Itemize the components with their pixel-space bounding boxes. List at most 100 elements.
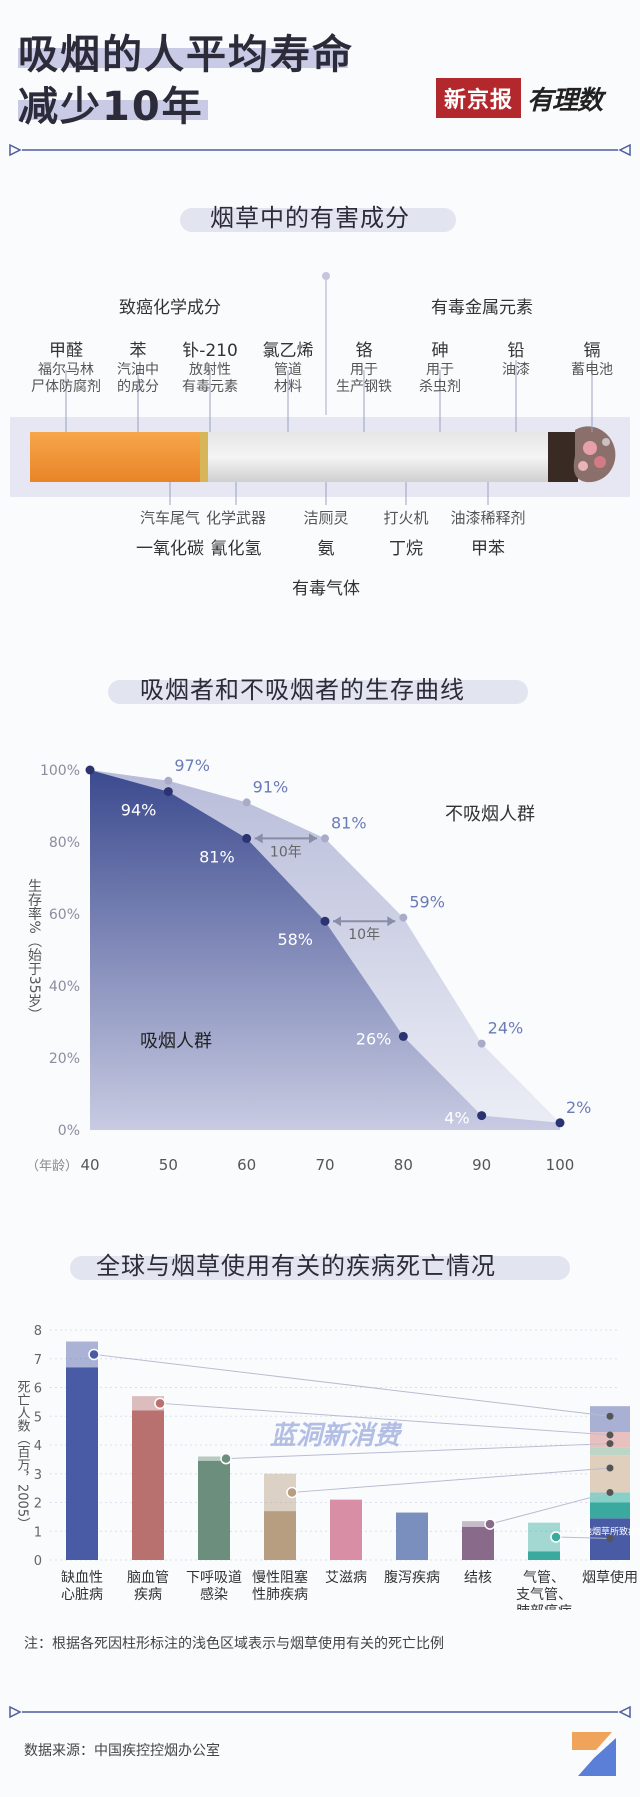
harmful-item-name: 氯乙烯 xyxy=(262,341,314,361)
y-tick-label: 60% xyxy=(49,907,80,923)
gap-label: 10年 xyxy=(348,927,380,943)
nonsmoker-label: 24% xyxy=(488,1019,524,1038)
section1-title: 烟草中的有害成分 xyxy=(210,204,410,232)
nonsmoker-point xyxy=(321,834,329,843)
gas-item-desc: 洁厕灵 xyxy=(303,509,349,527)
category-label: 缺血性 xyxy=(61,1570,103,1586)
harmful-item-name: 钋-210 xyxy=(182,341,238,361)
page-title-line1: 吸烟的人平均寿命 xyxy=(18,32,354,78)
nonsmoker-point xyxy=(399,913,408,922)
smoker-name: 吸烟人群 xyxy=(140,1031,212,1052)
connector-line xyxy=(159,1402,611,1436)
bar-base xyxy=(462,1526,494,1560)
connector-dot xyxy=(286,1486,298,1499)
chart-note: 注：根据各死因柱形标注的浅色区域表示与烟草使用有关的死亡比例 xyxy=(24,1636,444,1652)
category-label: 气管、 xyxy=(523,1570,565,1586)
x-tick-label: 100 xyxy=(546,1156,575,1174)
connector-line xyxy=(225,1443,611,1460)
publisher-logo: 新京报 有理数 xyxy=(436,76,622,120)
nonsmoker-point xyxy=(242,798,251,807)
y-tick-label: 20% xyxy=(49,1051,80,1067)
bar-base xyxy=(198,1460,230,1560)
logo-script: 有理数 xyxy=(527,85,603,116)
connector-end xyxy=(606,1431,614,1439)
stack-segment xyxy=(590,1455,630,1493)
y-tick-label: 80% xyxy=(49,835,80,851)
smoker-point xyxy=(320,916,330,926)
connector-line xyxy=(555,1536,611,1539)
brand-z-icon xyxy=(572,1732,616,1776)
gap-arrow-head xyxy=(333,916,341,927)
connector-end xyxy=(606,1440,614,1448)
survival-chart: 0% 20% 40% 60% 80% 100% 生存率%（始于35岁） 40 50 60 70 80 9… xyxy=(26,756,591,1174)
nonsmoker-point xyxy=(164,776,173,785)
category-label: 腹泻疾病 xyxy=(384,1569,440,1586)
gap-arrow-head xyxy=(387,916,396,927)
category-label: 感染 xyxy=(200,1586,228,1603)
y-tick-label: 6 xyxy=(34,1382,42,1397)
harmful-item-name: 铬 xyxy=(355,341,373,361)
y-tick-label: 3 xyxy=(34,1468,42,1483)
category-label: 心脏病 xyxy=(61,1587,103,1603)
gap-arrow-head xyxy=(309,833,317,844)
bottom-rule xyxy=(9,1705,631,1719)
harmful-item-name: 镉 xyxy=(583,341,601,361)
title-highlight-1 xyxy=(18,48,348,68)
gases-label: 有毒气体 xyxy=(292,579,360,599)
logo-brand: 新京报 xyxy=(436,78,522,118)
harmful-item-desc: 管道 材料 xyxy=(274,362,302,395)
category-label: 疾病 xyxy=(134,1587,162,1603)
gas-item-desc: 油漆稀释剂 xyxy=(450,509,526,527)
section1-title-bg xyxy=(180,208,456,232)
category-label: 艾滋病 xyxy=(325,1570,367,1586)
nonsmoker-label: 59% xyxy=(409,893,445,912)
smoker-area xyxy=(90,770,560,1130)
gap-label: 10年 xyxy=(270,844,302,860)
connector-dot xyxy=(550,1531,562,1543)
harmful-item-name: 砷 xyxy=(431,341,449,361)
gas-item-name: 一氧化碳 xyxy=(136,539,204,559)
category-label: 下呼吸道 xyxy=(186,1570,242,1586)
connector-dot xyxy=(220,1452,232,1465)
x-tick-label: 50 xyxy=(159,1156,178,1174)
section3-title: 全球与烟草使用有关的疾病死亡情况 xyxy=(96,1252,496,1280)
bar-base xyxy=(264,1511,296,1560)
smoker-point xyxy=(398,1031,408,1041)
connector-line xyxy=(93,1353,611,1417)
connector-line xyxy=(489,1491,611,1525)
bar-tobacco xyxy=(198,1456,230,1461)
y-tick-label: 2 xyxy=(34,1497,42,1512)
bar-base xyxy=(132,1410,164,1560)
bar-base xyxy=(528,1551,560,1560)
carcinogens-label: 致癌化学成分 xyxy=(119,298,221,318)
nonsmoker-name: 不吸烟人群 xyxy=(445,804,535,825)
gas-item-name: 丁烷 xyxy=(389,539,423,559)
metals-label: 有毒金属元素 xyxy=(431,298,533,318)
gas-item-name: 甲苯 xyxy=(471,539,505,559)
smoker-point xyxy=(163,787,173,797)
gas-item-desc: 化学武器 xyxy=(205,509,266,527)
y-tick-label: 0% xyxy=(58,1123,80,1139)
x-tick-label: 40 xyxy=(80,1156,99,1174)
harmful-item-desc: 用于 杀虫剂 xyxy=(419,362,461,395)
top-rule xyxy=(9,143,631,157)
connector-dot xyxy=(154,1397,166,1410)
x-axis-label: （年龄） xyxy=(26,1159,78,1174)
category-label: 结核 xyxy=(464,1570,492,1586)
cigarette-diagram xyxy=(10,272,630,505)
y-tick-label: 4 xyxy=(34,1439,42,1454)
gap-arrow-head xyxy=(254,833,263,844)
harmful-item-desc: 油漆 xyxy=(502,362,530,378)
connector-end xyxy=(606,1534,614,1542)
smoker-point xyxy=(242,833,252,843)
connector-end xyxy=(606,1412,614,1420)
nonsmoker-label: 81% xyxy=(331,813,367,832)
category-label: 肺部癌症 xyxy=(516,1604,572,1610)
category-label: 支气管、 xyxy=(516,1587,572,1603)
stack-segment-label: 其他烟草所致疾病 xyxy=(574,1525,640,1537)
harmful-item-desc: 用于 生产钢铁 xyxy=(336,362,392,395)
section2-title: 吸烟者和不吸烟者的生存曲线 xyxy=(140,676,465,704)
category-label: 性肺疾病 xyxy=(252,1587,308,1603)
y-tick-label: 40% xyxy=(49,979,80,995)
